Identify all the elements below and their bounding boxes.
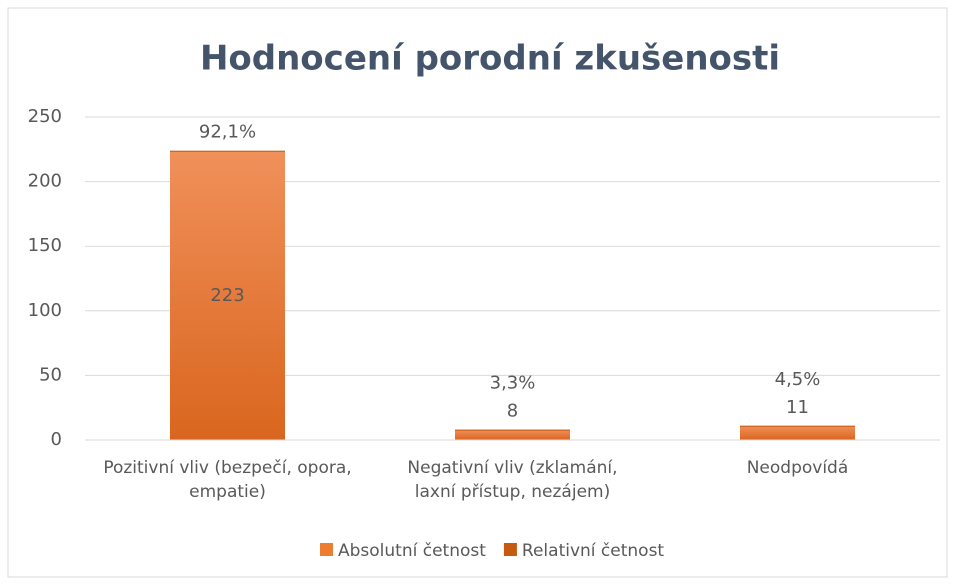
- data-label: 92,1%: [199, 122, 256, 143]
- bar-segment: [740, 425, 855, 427]
- legend-swatch: [503, 543, 517, 556]
- bar-segment: [170, 150, 285, 152]
- data-label: 4,5%: [775, 369, 821, 390]
- data-label: 8: [507, 401, 518, 422]
- x-tick-label: Neodpovídá: [746, 458, 849, 478]
- chart-border: [7, 7, 948, 578]
- x-tick-label: Negativní vliv (zklamání, laxní přístup,…: [407, 458, 618, 502]
- x-tick-label: Pozitivní vliv (bezpečí, opora, empatie): [103, 458, 352, 502]
- bar-segment: [455, 429, 570, 440]
- data-label: 3,3%: [490, 373, 536, 394]
- data-label: 11: [786, 397, 809, 418]
- legend-swatch: [320, 543, 333, 556]
- y-tick-label: 250: [28, 106, 62, 127]
- y-tick-label: 0: [51, 429, 62, 450]
- bar-segment: [170, 151, 285, 440]
- y-tick-label: 50: [39, 364, 62, 385]
- y-tick-label: 100: [28, 300, 62, 321]
- y-tick-label: 200: [28, 171, 62, 192]
- chart-title: Hodnocení porodní zkušenosti: [200, 39, 780, 79]
- y-tick-label: 150: [28, 235, 62, 256]
- data-label: 223: [210, 285, 244, 306]
- legend-label: Relativní četnost: [522, 541, 665, 561]
- bar-segment: [455, 429, 570, 431]
- bar-segment: [740, 425, 855, 440]
- legend-label: Absolutní četnost: [338, 541, 486, 561]
